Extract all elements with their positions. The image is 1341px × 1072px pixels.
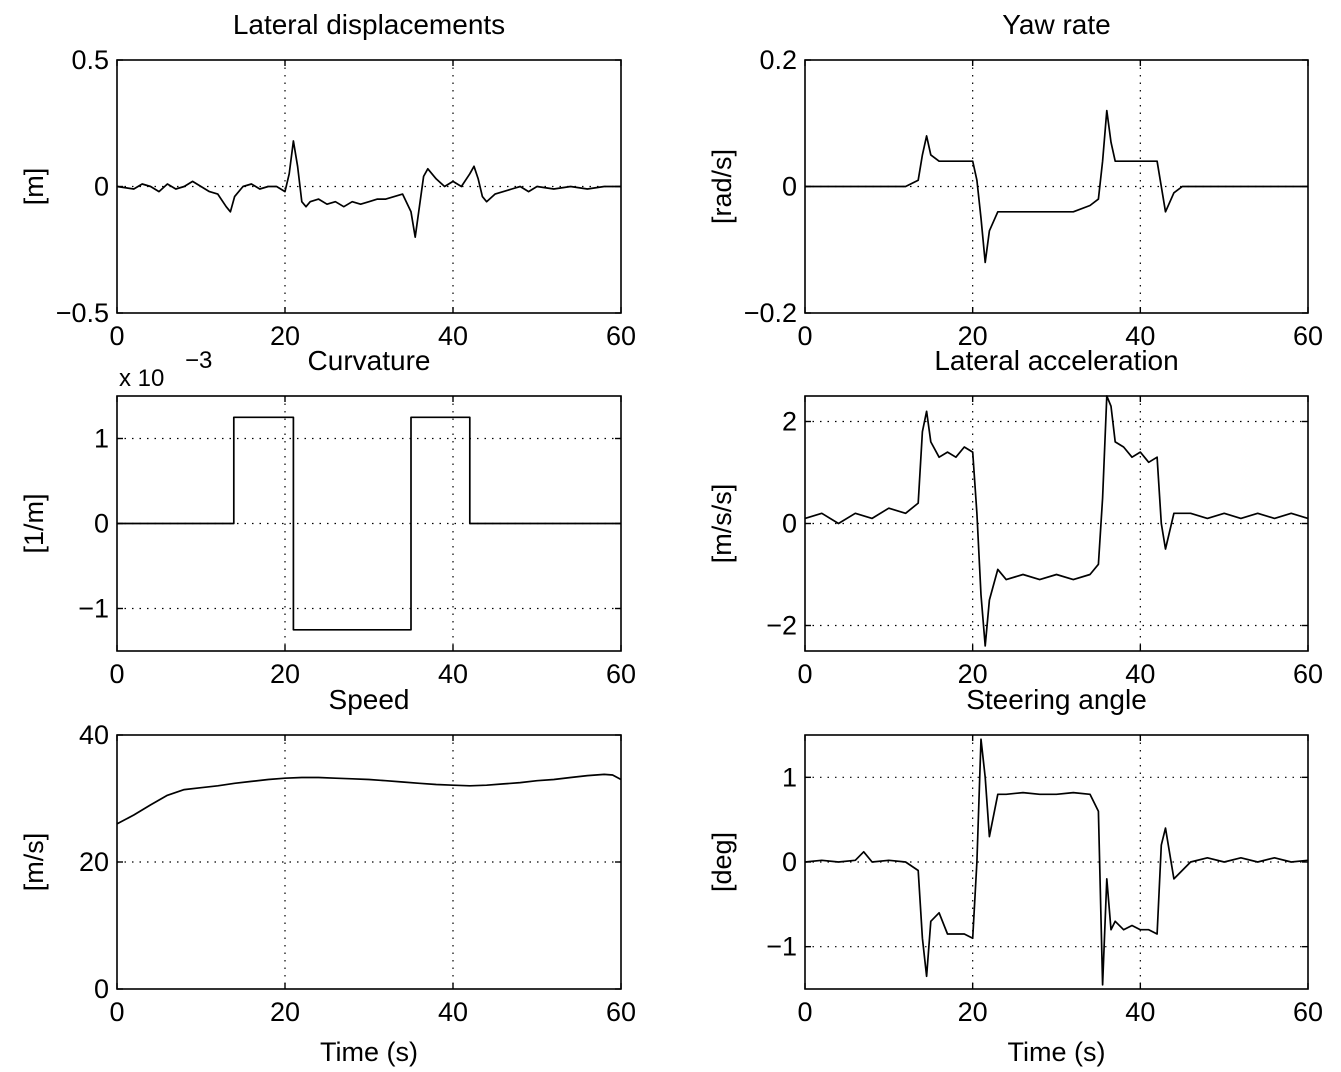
lateral-acceleration-series-line — [804, 395, 1309, 647]
lateral-acceleration-xtick-label: 40 — [1125, 659, 1155, 689]
steering-angle-xlabel: Time (s) — [1008, 1037, 1106, 1067]
curvature-ytick-label: 1 — [94, 424, 109, 454]
speed-series-line — [116, 773, 622, 825]
steering-angle-xtick-label: 20 — [958, 997, 988, 1027]
yaw-rate-ytick-label: 0 — [782, 172, 797, 202]
curvature-xtick-label: 60 — [606, 659, 636, 689]
steering-angle-panel: 0 20 40 60 −1 0 1 Steering angle [deg] Time (s) — [707, 684, 1323, 1067]
speed-ytick-label: 20 — [79, 847, 109, 877]
yaw-rate-xtick-label: 60 — [1293, 321, 1323, 351]
lateral-displacements-title: Lateral displacements — [233, 9, 505, 40]
curvature-series-line — [117, 416, 621, 631]
speed-title: Speed — [329, 684, 410, 715]
lateral-displacements-xtick-label: 0 — [109, 321, 124, 351]
steering-angle-ytick-label: −1 — [766, 932, 797, 962]
lateral-displacements-ytick-label: −0.5 — [56, 298, 109, 328]
steering-angle-ytick-label: 0 — [782, 847, 797, 877]
lateral-displacements-ylabel: [m] — [19, 168, 49, 206]
speed-xtick-label: 60 — [606, 997, 636, 1027]
steering-angle-xtick-label: 60 — [1293, 997, 1323, 1027]
steering-angle-title: Steering angle — [966, 684, 1147, 715]
lateral-displacements-xtick-label: 20 — [270, 321, 300, 351]
curvature-title: Curvature — [308, 345, 431, 376]
yaw-rate-xtick-label: 0 — [797, 321, 812, 351]
lateral-acceleration-ytick-label: 2 — [782, 407, 797, 437]
lateral-displacements-ytick-label: 0.5 — [71, 45, 109, 75]
lateral-acceleration-title: Lateral acceleration — [934, 345, 1178, 376]
curvature-xtick-label: 20 — [270, 659, 300, 689]
curvature-ylabel: [1/m] — [19, 493, 49, 553]
yaw-rate-series-line — [805, 109, 1308, 264]
speed-panel: 0 20 40 60 0 20 40 Speed [m/s] Time (s) — [19, 684, 636, 1067]
lateral-displacements-xtick-label: 40 — [438, 321, 468, 351]
lateral-displacements-series-line — [116, 140, 621, 238]
curvature-ytick-label: 0 — [94, 509, 109, 539]
curvature-ytick-label: −1 — [78, 594, 109, 624]
curvature-xtick-label: 40 — [438, 659, 468, 689]
speed-xlabel: Time (s) — [320, 1037, 418, 1067]
curvature-exponent: x 10 — [119, 365, 164, 392]
lateral-displacements-ytick-label: 0 — [94, 172, 109, 202]
speed-ytick-label: 0 — [94, 974, 109, 1004]
lateral-acceleration-ytick-label: 0 — [782, 509, 797, 539]
lateral-displacements-xtick-label: 60 — [606, 321, 636, 351]
speed-ytick-label: 40 — [79, 720, 109, 750]
curvature-exponent-power: −3 — [185, 347, 212, 374]
yaw-rate-ylabel: [rad/s] — [707, 149, 737, 224]
speed-ylabel: [m/s] — [19, 833, 49, 892]
steering-angle-xtick-label: 0 — [797, 997, 812, 1027]
curvature-xtick-label: 0 — [109, 659, 124, 689]
speed-xtick-label: 0 — [109, 997, 124, 1027]
steering-angle-xtick-label: 40 — [1125, 997, 1155, 1027]
lateral-acceleration-xtick-label: 60 — [1293, 659, 1323, 689]
yaw-rate-xtick-label: 20 — [958, 321, 988, 351]
yaw-rate-ytick-label: 0.2 — [759, 45, 797, 75]
lateral-acceleration-ytick-label: −2 — [766, 611, 797, 641]
lateral-acceleration-xtick-label: 20 — [958, 659, 988, 689]
curvature-panel: 0 20 40 60 −1 0 1 Curvature [1/m] x 10 −3 — [19, 345, 636, 689]
steering-angle-ylabel: [deg] — [707, 832, 737, 892]
lateral-acceleration-xtick-label: 0 — [797, 659, 812, 689]
yaw-rate-xtick-label: 40 — [1125, 321, 1155, 351]
yaw-rate-title: Yaw rate — [1002, 9, 1110, 40]
speed-xtick-label: 40 — [438, 997, 468, 1027]
yaw-rate-ytick-label: −0.2 — [744, 298, 797, 328]
steering-angle-ytick-label: 1 — [782, 762, 797, 792]
steering-angle-series-line — [804, 738, 1309, 986]
lateral-acceleration-ylabel: [m/s/s] — [707, 484, 737, 564]
speed-xtick-label: 20 — [270, 997, 300, 1027]
